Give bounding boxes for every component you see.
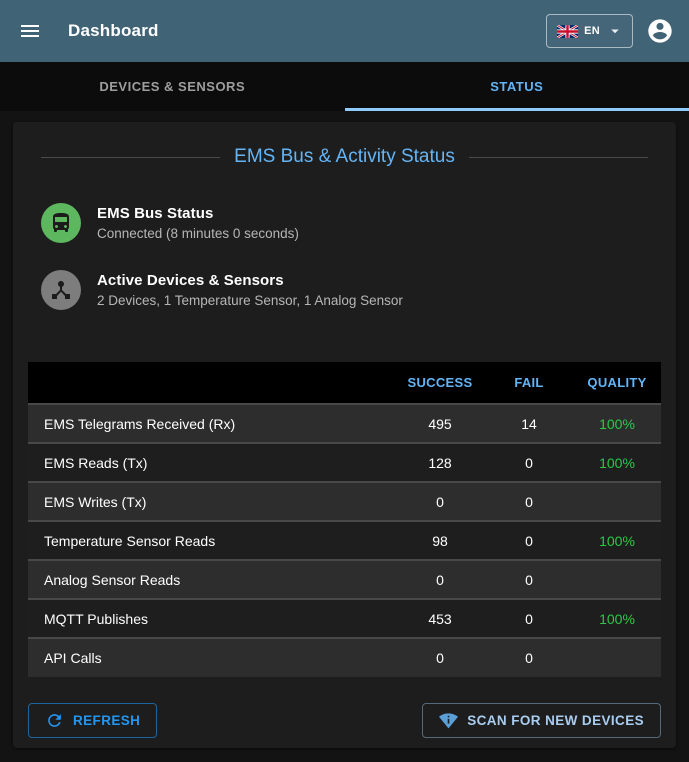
- language-code: EN: [584, 25, 600, 37]
- success-value: 0: [436, 571, 444, 588]
- user-avatar-icon[interactable]: [645, 16, 675, 46]
- quality-value: 100%: [599, 610, 635, 627]
- scan-wifi-icon: [439, 713, 459, 729]
- row-label: EMS Reads (Tx): [44, 454, 148, 471]
- quality-value: 100%: [599, 532, 635, 549]
- app-bar: Dashboard EN: [0, 0, 689, 62]
- fail-value: 0: [525, 610, 533, 627]
- fail-value: 0: [525, 650, 533, 666]
- quality-value: [573, 482, 661, 521]
- scan-button-label: SCAN FOR NEW DEVICES: [467, 713, 644, 728]
- fail-value: 0: [525, 532, 533, 549]
- bus-status-title: EMS Bus Status: [97, 205, 214, 222]
- card-title: EMS Bus & Activity Status: [234, 146, 455, 167]
- tab-bar: DEVICES & SENSORS STATUS: [0, 62, 689, 111]
- column-header-success: SUCCESS: [395, 362, 485, 404]
- fail-value: 14: [521, 415, 537, 432]
- language-selector[interactable]: EN: [546, 14, 633, 48]
- table-row: EMS Telegrams Received (Rx) 495 14 100%: [28, 404, 661, 443]
- uk-flag-icon: [557, 24, 579, 38]
- status-list: EMS Bus Status Connected (8 minutes 0 se…: [28, 196, 661, 330]
- card-title-row: EMS Bus & Activity Status: [41, 146, 649, 168]
- row-label: EMS Telegrams Received (Rx): [44, 415, 236, 432]
- success-value: 128: [428, 454, 452, 471]
- tab-devices-sensors[interactable]: DEVICES & SENSORS: [99, 79, 246, 94]
- refresh-button[interactable]: REFRESH: [28, 703, 158, 738]
- quality-value: 100%: [599, 454, 635, 471]
- scan-for-new-devices-button[interactable]: SCAN FOR NEW DEVICES: [422, 703, 661, 738]
- row-label: API Calls: [44, 650, 102, 666]
- quality-value: 100%: [599, 415, 635, 432]
- refresh-icon: [48, 714, 61, 727]
- table-row: MQTT Publishes 453 0 100%: [28, 599, 661, 638]
- row-label: MQTT Publishes: [44, 610, 148, 627]
- table-row: API Calls 0 0: [28, 638, 661, 677]
- bus-icon: [41, 203, 81, 243]
- divider-line: [41, 156, 221, 158]
- table-row: EMS Writes (Tx) 0 0: [28, 482, 661, 521]
- divider-line: [468, 156, 649, 158]
- page-content: EMS Bus & Activity Status EMS Bus Status…: [0, 111, 689, 748]
- active-devices-subtitle: 2 Devices, 1 Temperature Sensor, 1 Analo…: [97, 293, 403, 308]
- success-value: 0: [436, 650, 444, 666]
- success-value: 98: [432, 532, 448, 549]
- success-value: 453: [428, 610, 452, 627]
- fail-value: 0: [525, 493, 533, 510]
- quality-value: [573, 638, 661, 677]
- quality-value: [573, 560, 661, 599]
- table-header-row: SUCCESS FAIL QUALITY: [28, 362, 661, 404]
- refresh-button-label: REFRESH: [73, 713, 141, 728]
- success-value: 0: [436, 493, 444, 510]
- active-devices-title: Active Devices & Sensors: [97, 272, 284, 289]
- column-header-fail: FAIL: [485, 362, 573, 404]
- bus-status-subtitle: Connected (8 minutes 0 seconds): [97, 226, 299, 241]
- hamburger-menu-icon[interactable]: [16, 17, 44, 45]
- table-row: Analog Sensor Reads 0 0: [28, 560, 661, 599]
- list-item-bus-status: EMS Bus Status Connected (8 minutes 0 se…: [28, 196, 661, 250]
- device-hub-icon: [41, 270, 81, 310]
- row-label: Temperature Sensor Reads: [44, 532, 216, 549]
- fail-value: 0: [525, 571, 533, 588]
- table-row: EMS Reads (Tx) 128 0 100%: [28, 443, 661, 482]
- activity-table: SUCCESS FAIL QUALITY EMS Telegrams Recei…: [28, 362, 661, 677]
- list-item-active-devices: Active Devices & Sensors 2 Devices, 1 Te…: [28, 263, 661, 317]
- fail-value: 0: [525, 454, 533, 471]
- status-card: EMS Bus & Activity Status EMS Bus Status…: [13, 122, 676, 748]
- column-header-blank: [28, 362, 395, 404]
- row-label: EMS Writes (Tx): [44, 493, 147, 510]
- table-row: Temperature Sensor Reads 98 0 100%: [28, 521, 661, 560]
- chevron-down-icon: [606, 22, 624, 40]
- tab-status[interactable]: STATUS: [344, 62, 689, 111]
- row-label: Analog Sensor Reads: [44, 571, 181, 588]
- page-title: Dashboard: [68, 21, 159, 40]
- success-value: 495: [428, 415, 452, 432]
- column-header-quality: QUALITY: [573, 362, 661, 404]
- card-actions: REFRESH SCAN FOR NEW DEVICES: [28, 703, 661, 738]
